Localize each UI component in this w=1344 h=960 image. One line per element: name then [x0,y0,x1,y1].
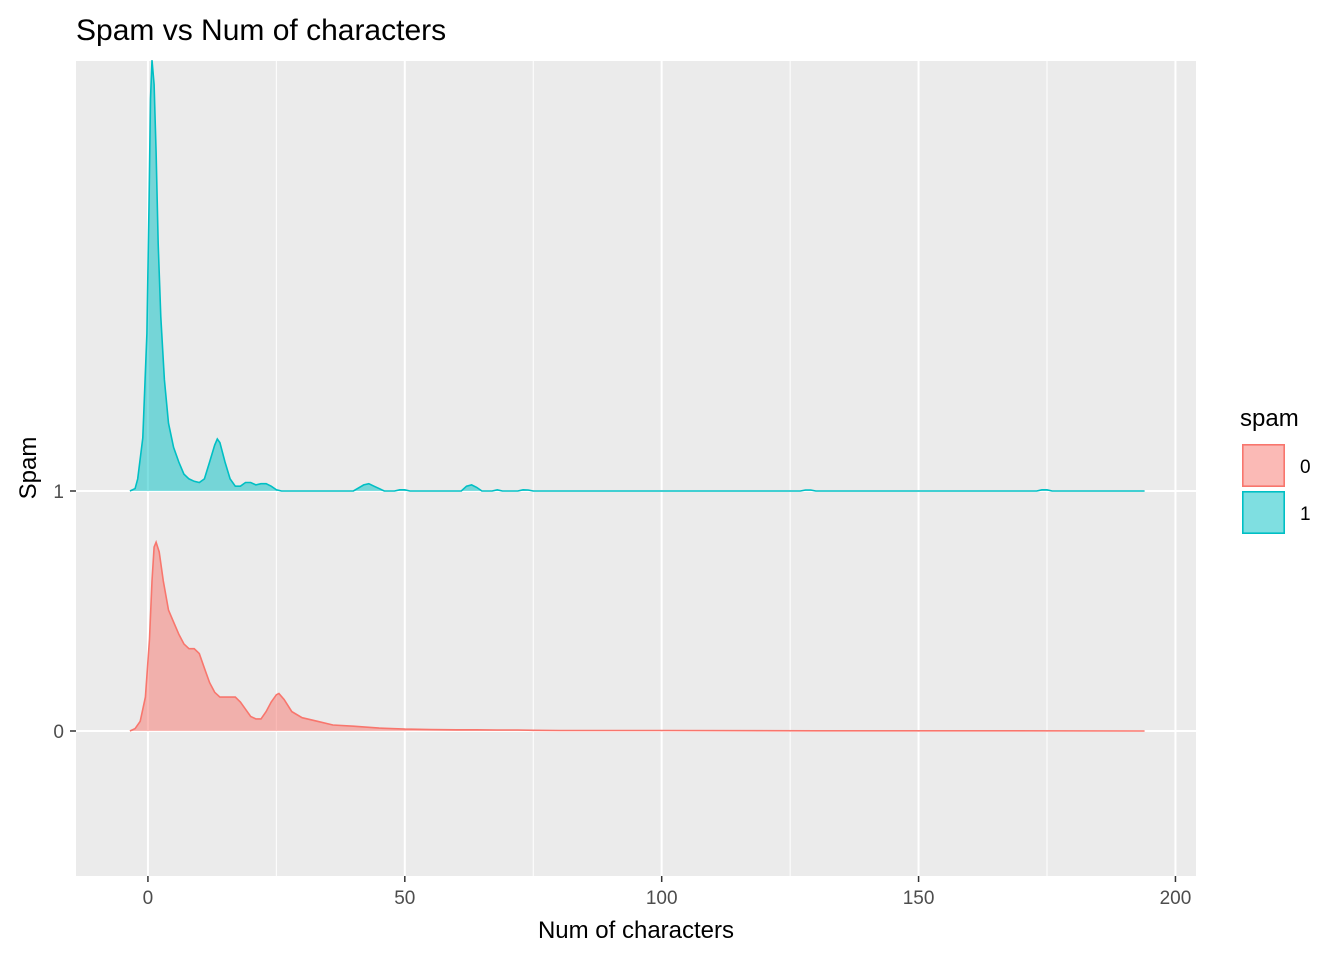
legend-items: 01 [1242,443,1311,534]
legend-title: spam [1240,405,1299,432]
y-axis-title: Spam [15,437,42,500]
density-line-0 [129,539,1145,732]
x-axis-title: Num of characters [538,917,734,944]
x-tick-label: 100 [646,888,678,909]
chart-title: Spam vs Num of characters [76,14,446,47]
plot-panel [76,61,1196,876]
legend-swatch-0 [1242,443,1286,487]
x-tick-label: 0 [143,888,154,909]
density-ridges [129,60,1145,732]
grid-minor [275,61,1048,876]
y-axis: 01 [53,482,76,743]
y-tick-label: 0 [53,722,64,743]
x-tick-label: 50 [394,888,415,909]
density-area-0 [129,542,1145,731]
x-tick-label: 150 [903,888,935,909]
legend-label-1: 1 [1300,504,1311,525]
legend-label-0: 0 [1300,457,1311,478]
y-tick-label: 1 [53,482,64,503]
legend-swatch-1 [1242,490,1286,534]
x-tick-label: 200 [1160,888,1192,909]
x-axis: 0 50 100 150 200 [143,876,1192,909]
density-line-1 [129,60,1145,492]
legend: spam 01 [1240,405,1311,534]
